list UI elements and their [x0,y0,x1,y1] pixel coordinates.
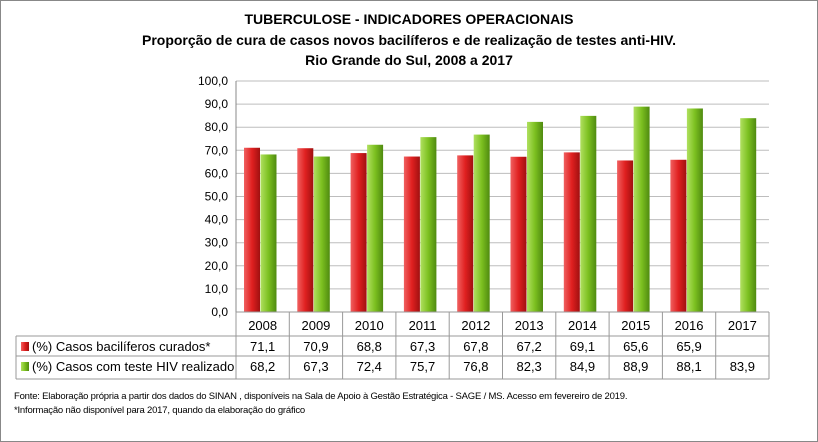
data-label: 67,2 [516,339,541,354]
chart-title: TUBERCULOSE - INDICADORES OPERACIONAIS [244,11,574,27]
y-tick-label: 20,0 [205,259,229,273]
x-tick-label: 2016 [675,318,704,333]
source-note: Fonte: Elaboração própria a partir dos d… [14,391,628,402]
y-tick-label: 50,0 [205,190,229,204]
x-tick-label: 2014 [568,318,597,333]
legend-label-0: (%) Casos bacilíferos curados* [32,339,210,354]
bar-cured-2015 [617,160,634,312]
data-label: 83,9 [730,359,755,374]
data-label: 88,9 [623,359,648,374]
x-tick-label: 2009 [301,318,330,333]
chart-subtitle-1: Proporção de cura de casos novos bacilíf… [141,32,677,48]
bar-cured-2010 [350,153,367,312]
footnote: *Informação não disponível para 2017, qu… [14,405,305,416]
bar-hiv-test-2014 [580,115,597,312]
x-tick-label: 2017 [728,318,757,333]
legend-swatch-1 [21,362,29,371]
data-label: 67,8 [463,339,488,354]
data-label: 69,1 [570,339,595,354]
data-label: 65,6 [623,339,648,354]
y-tick-label: 0,0 [211,305,228,319]
y-tick-label: 40,0 [205,213,229,227]
data-label: 67,3 [410,339,435,354]
legend-swatch-0 [21,342,29,351]
data-label: 70,9 [303,339,328,354]
bar-hiv-test-2013 [527,121,543,313]
data-label: 84,9 [570,359,595,374]
bar-cured-2013 [510,156,527,312]
y-tick-label: 100,0 [198,74,228,88]
x-tick-label: 2010 [355,318,384,333]
bar-cured-2012 [457,155,474,312]
bar-hiv-test-2008 [260,154,277,312]
y-tick-label: 60,0 [205,166,229,180]
x-tick-label: 2008 [248,318,277,333]
data-label: 88,1 [676,359,701,374]
data-label: 71,1 [250,339,275,354]
bar-cured-2009 [297,148,314,312]
data-label: 68,8 [357,339,382,354]
bar-hiv-test-2015 [633,106,650,313]
data-label: 67,3 [303,359,328,374]
data-label: 75,7 [410,359,435,374]
chart-subtitle-2: Rio Grande do Sul, 2008 a 2017 [305,52,513,68]
bar-cured-2008 [244,147,260,312]
y-tick-label: 10,0 [205,282,229,296]
data-label: 65,9 [676,339,701,354]
bar-cured-2014 [563,152,580,312]
data-label: 76,8 [463,359,488,374]
x-tick-label: 2012 [461,318,490,333]
x-tick-label: 2013 [515,318,544,333]
y-tick-label: 30,0 [205,236,229,250]
x-tick-label: 2011 [409,318,437,333]
bar-hiv-test-2016 [686,108,703,312]
bar-cured-2016 [670,159,687,312]
data-label: 72,4 [357,359,382,374]
x-tick-label: 2015 [621,318,650,333]
bar-hiv-test-2012 [473,134,490,312]
bar-hiv-test-2017 [740,118,757,312]
data-label: 68,2 [250,359,275,374]
y-tick-label: 70,0 [205,143,229,157]
bar-hiv-test-2011 [420,137,437,312]
bar-cured-2011 [403,156,420,312]
y-tick-label: 80,0 [205,120,229,134]
data-label: 82,3 [516,359,541,374]
bar-hiv-test-2010 [367,144,384,312]
bar-hiv-test-2009 [313,156,330,312]
y-tick-label: 90,0 [205,97,229,111]
legend-label-1: (%) Casos com teste HIV realizado [32,359,234,374]
